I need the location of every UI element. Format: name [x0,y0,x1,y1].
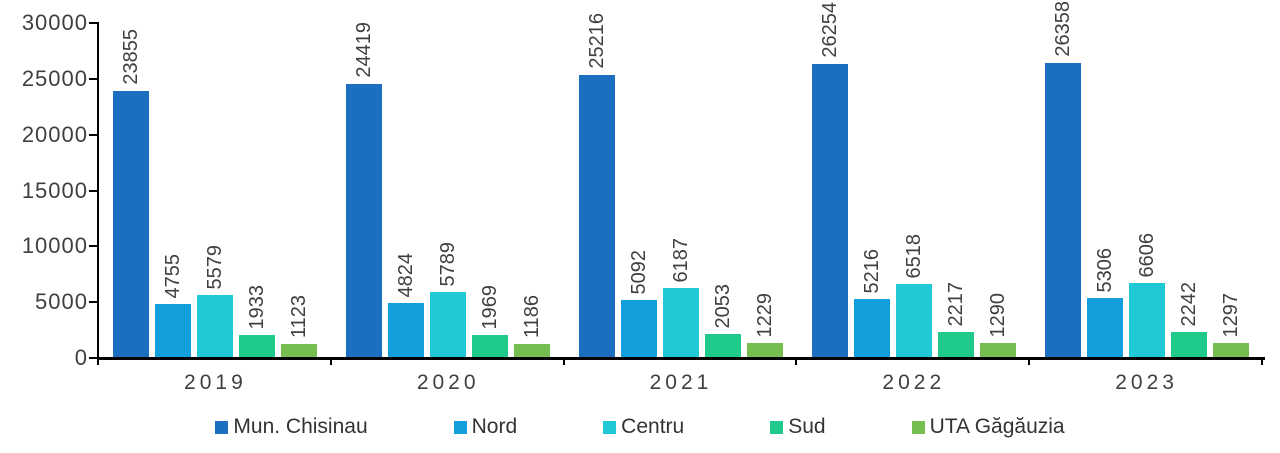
bar-value-label: 2053 [711,283,734,329]
bar-uta-g-g-uzia-2019 [281,344,318,357]
bar-sud-2021 [704,334,741,357]
bar-mun-chisinau-2022 [811,64,848,357]
bar-group-2023: 26358 5306 6606 2242 1297 [1030,1,1263,357]
bar-value-label: 1969 [479,284,502,330]
legend-swatch-icon [603,420,617,434]
bar-mun-chisinau-2019 [113,91,150,357]
y-tick-label: 20000 [21,122,88,147]
bar-group-2020: 24419 4824 5789 1969 1186 [332,22,565,357]
legend-swatch-icon [911,420,925,434]
y-tick [89,78,97,80]
y-tick [89,134,97,136]
bar-value-label: 2217 [944,281,967,327]
bar-value-label: 26358 [1051,1,1074,57]
bar-value-label: 1297 [1219,292,1242,338]
y-tick-label: 15000 [21,178,88,203]
legend-swatch-icon [453,420,467,434]
bar-value-label: 5306 [1093,247,1116,293]
bar-value-label: 26254 [818,2,841,58]
y-tick [89,301,97,303]
legend-label: Mun. Chisinau [233,415,368,438]
y-tick [89,22,97,24]
bar-value-label: 1123 [288,294,311,338]
legend-item-mun-chisinau: Mun. Chisinau [215,415,368,439]
bar-mun-chisinau-2021 [578,75,615,357]
bar-value-label: 1229 [753,292,776,338]
legend-label: UTA Găgăuzia [929,415,1065,438]
bar-value-label: 2242 [1177,281,1200,327]
bar-value-label: 6187 [669,237,692,283]
bar-nord-2022 [853,299,890,357]
bar-value-label: 5216 [860,248,883,294]
legend-swatch-icon [215,420,229,434]
bar-nord-2021 [620,300,657,357]
legend-item-centru: Centru [603,415,684,439]
x-axis-label-2021: 2021 [649,371,713,394]
x-tick [330,357,332,365]
y-tick-label: 30000 [21,10,88,35]
x-tick [1261,357,1263,365]
x-tick [563,357,565,365]
y-tick-label: 10000 [21,233,88,258]
x-axis-label-2022: 2022 [882,371,946,394]
bar-uta-g-g-uzia-2023 [1212,343,1249,357]
y-tick [89,357,97,359]
x-tick [1028,357,1030,365]
legend: Mun. Chisinau Nord Centru Sud UTA Găgăuzia [0,409,1280,445]
bar-sud-2023 [1170,332,1207,357]
bar-centru-2020 [430,292,467,357]
bar-value-label: 24419 [353,22,376,78]
x-axis-label-2020: 2020 [416,371,480,394]
bar-mun-chisinau-2023 [1044,63,1081,357]
legend-label: Sud [788,415,826,438]
legend-label: Centru [621,415,685,438]
x-axis-line [97,357,1265,360]
bar-group-2022: 26254 5216 6518 2217 1290 [797,2,1030,357]
bar-value-label: 5579 [204,244,227,290]
bar-uta-g-g-uzia-2020 [514,344,551,357]
y-tick [89,190,97,192]
bar-uta-g-g-uzia-2021 [746,343,783,357]
bar-sud-2022 [937,332,974,357]
bar-value-label: 1186 [521,294,544,338]
legend-item-uta-g-g-uzia: UTA Găgăuzia [911,415,1065,439]
bar-sud-2020 [472,335,509,357]
bar-centru-2022 [895,284,932,357]
bar-group-2019: 23855 4755 5579 1933 1123 [99,22,332,357]
bar-group-2021: 25216 5092 6187 2053 1229 [565,13,798,357]
bar-value-label: 6518 [902,233,925,279]
x-axis-label-2019: 2019 [184,371,247,394]
bar-value-label: 23855 [120,29,143,85]
bar-centru-2021 [662,288,699,357]
x-tick [795,357,797,365]
bar-value-label: 4755 [162,253,185,299]
y-tick [89,245,97,247]
bar-value-label: 25216 [585,13,608,69]
bar-centru-2019 [197,295,234,357]
bar-nord-2023 [1086,298,1123,357]
y-tick-label: 25000 [21,66,88,91]
y-tick-label: 5000 [35,289,88,314]
bar-value-label: 6606 [1135,232,1158,278]
x-tick [97,357,99,365]
y-axis-line [97,22,99,360]
x-axis-label-2023: 2023 [1115,371,1178,394]
bar-uta-g-g-uzia-2022 [979,343,1016,357]
bar-centru-2023 [1128,283,1165,357]
legend-swatch-icon [770,420,784,434]
bar-nord-2019 [155,304,192,357]
bar-value-label: 5789 [437,241,460,287]
bar-nord-2020 [388,303,425,357]
legend-label: Nord [471,415,518,438]
bar-value-label: 1290 [986,292,1009,338]
bar-value-label: 1933 [246,284,269,330]
bar-value-label: 4824 [395,252,418,298]
legend-item-sud: Sud [770,415,826,439]
legend-item-nord: Nord [453,415,518,439]
bar-value-label: 5092 [627,249,650,295]
y-tick-label: 0 [74,345,88,370]
bar-sud-2019 [239,335,276,357]
bar-mun-chisinau-2020 [346,84,383,357]
